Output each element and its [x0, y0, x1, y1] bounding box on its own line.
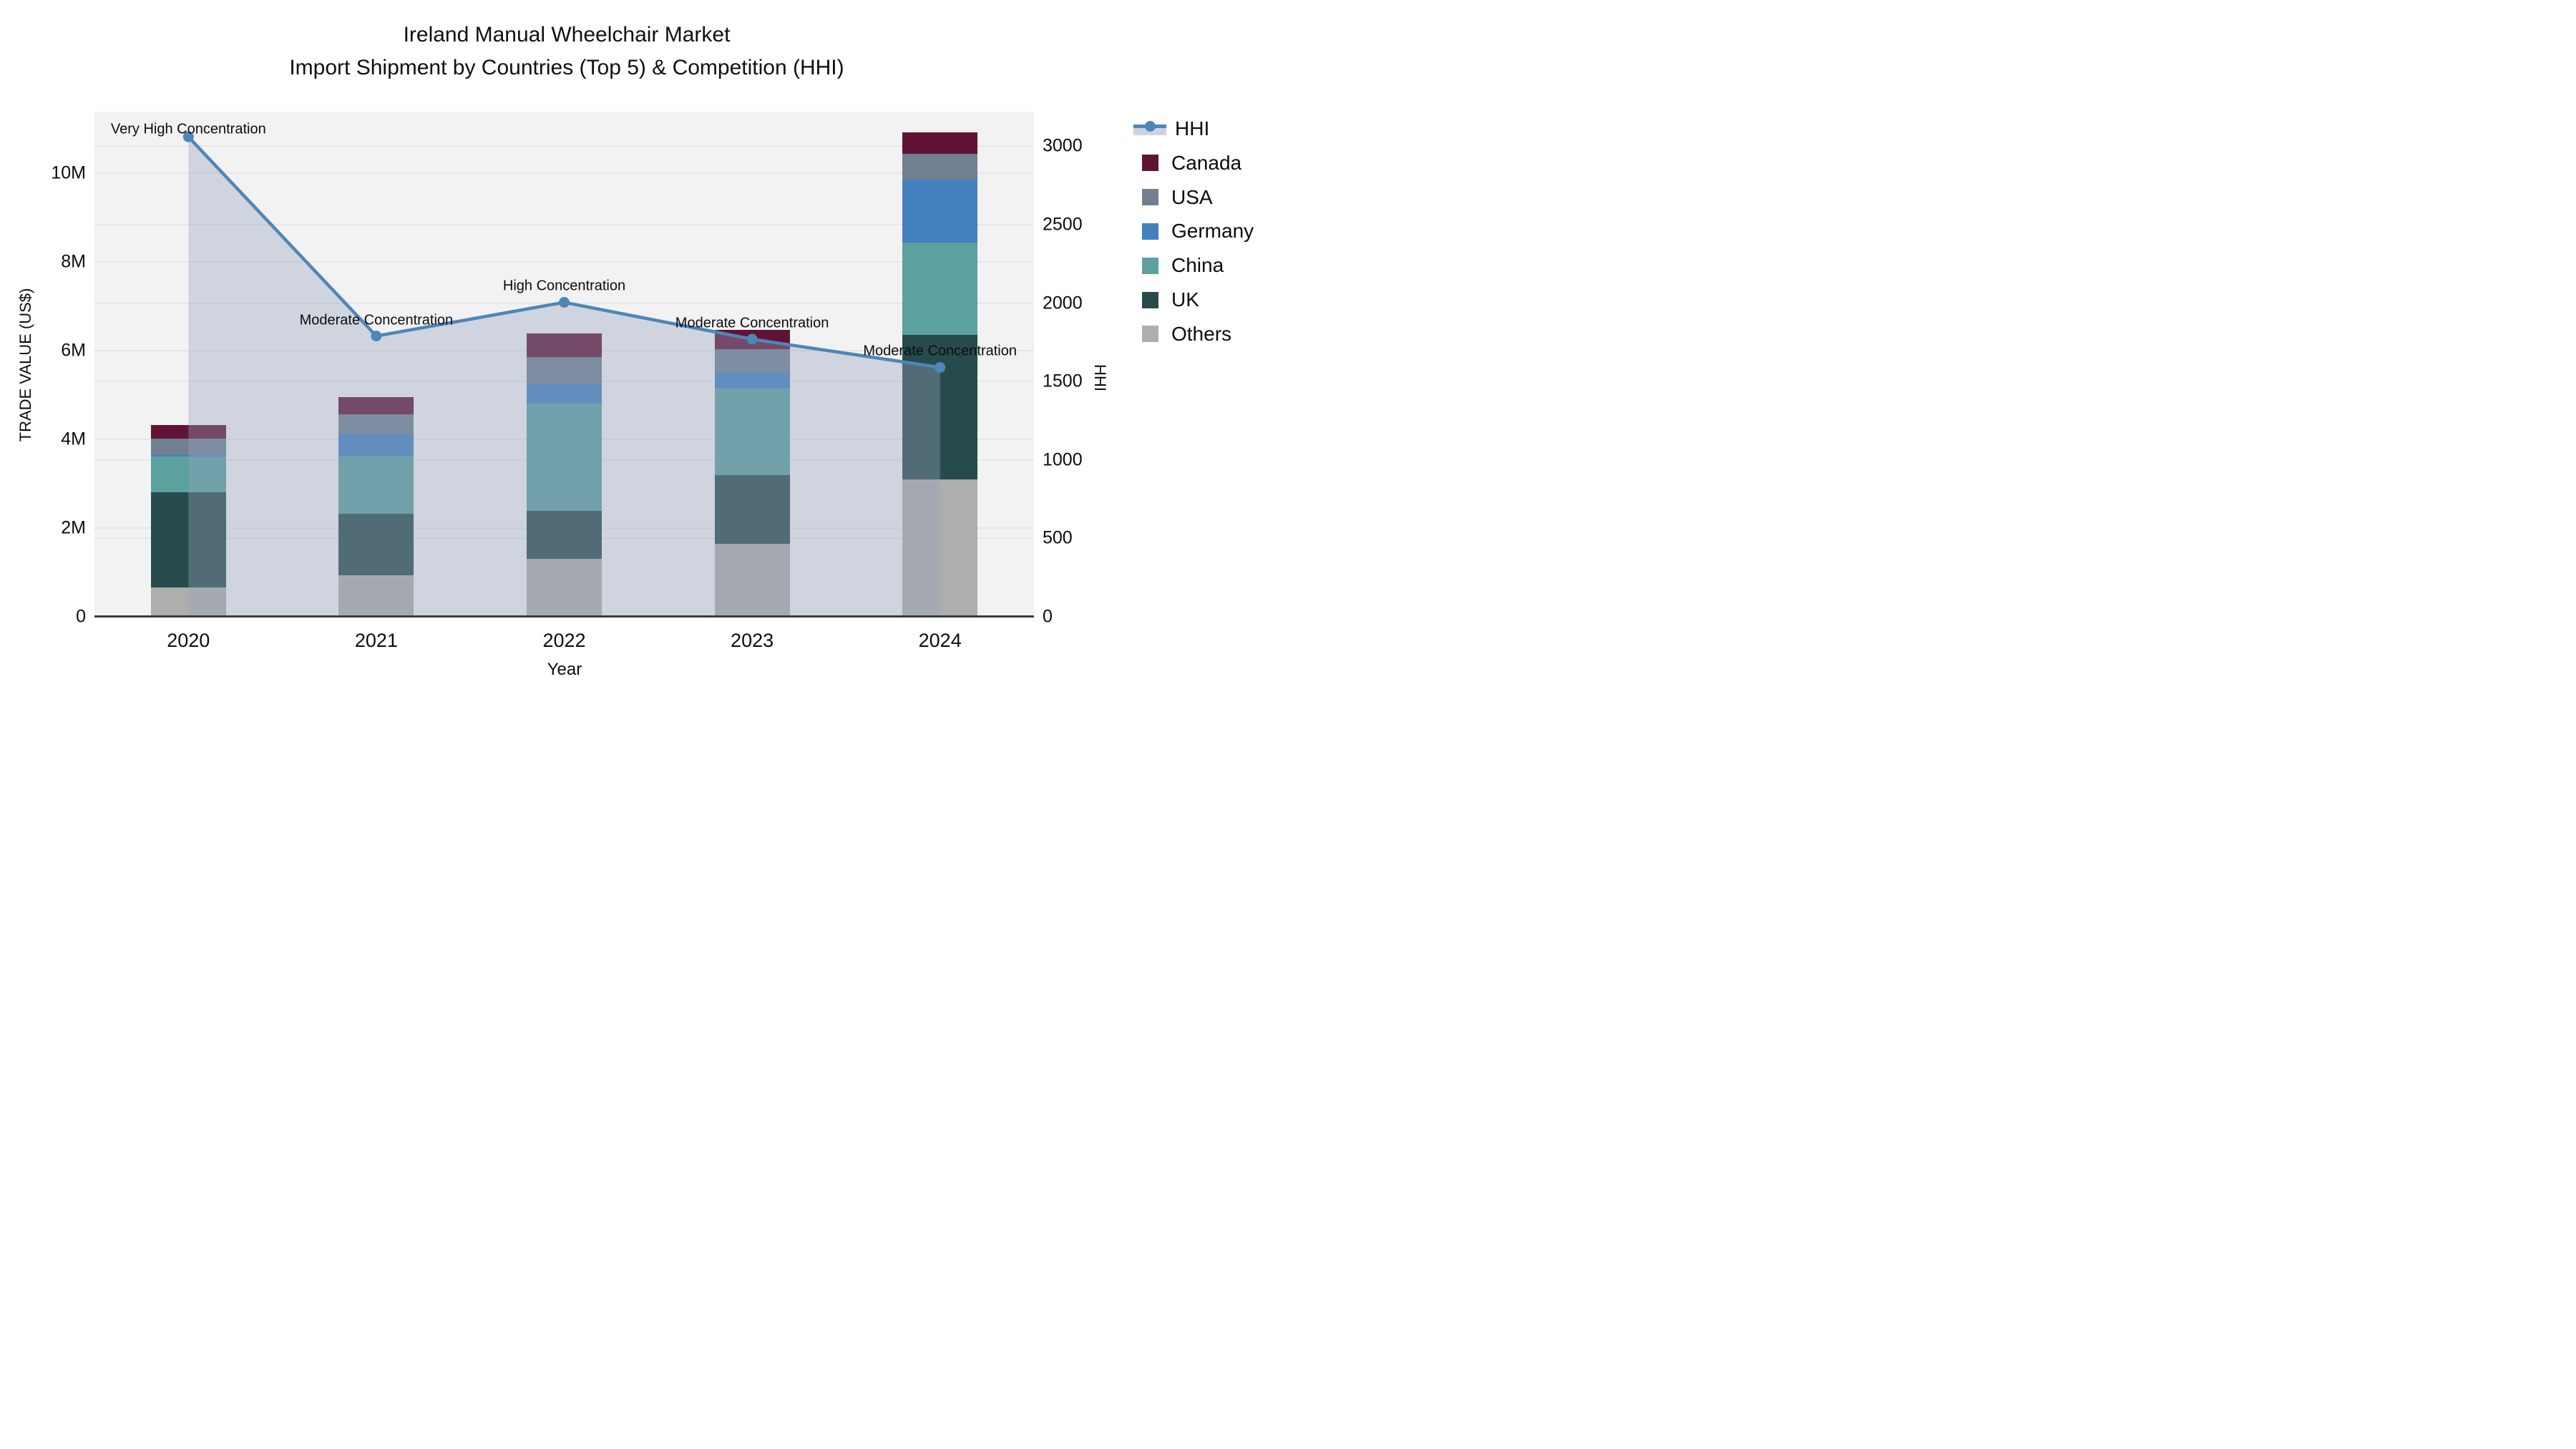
y-tick-left-2M: 2M — [61, 517, 86, 538]
legend-label-uk: UK — [1171, 288, 1199, 311]
bar-2024-usa — [902, 154, 978, 180]
annotation-2022: High Concentration — [502, 278, 626, 293]
bar-2021-usa — [338, 414, 414, 434]
hhi-line-layer — [182, 131, 946, 617]
bar-2024-others — [902, 479, 978, 617]
x-axis-title: Year — [547, 660, 582, 679]
bar-2023-others — [714, 543, 790, 617]
annotation-2020: Very High Concentration — [110, 121, 266, 137]
legend-item-usa[interactable]: USA — [1142, 183, 1213, 212]
germany-color-swatch — [1142, 223, 1158, 240]
y-tick-left-0: 0 — [76, 606, 86, 627]
bar-2020-china — [150, 456, 226, 492]
annotation-2023: Moderate Concentration — [675, 315, 829, 331]
bar-2020-germany — [150, 454, 226, 457]
hhi-marker-2020 — [182, 131, 194, 142]
bar-2023-uk — [714, 475, 790, 544]
hhi-line-legend-icon — [1133, 121, 1166, 135]
gridline-trade-10M — [94, 172, 1034, 174]
y-axis-right-title: HHI — [1091, 364, 1109, 391]
chart-figure: Ireland Manual Wheelchair Market Import … — [0, 0, 1288, 725]
bar-2024-uk — [902, 335, 978, 479]
bar-2021-canada — [338, 397, 414, 414]
hhi-marker-2024 — [935, 361, 946, 373]
bar-2024-china — [902, 242, 978, 336]
y-tick-left-8M: 8M — [61, 251, 86, 272]
bar-2021-china — [338, 455, 414, 514]
uk-color-swatch — [1142, 291, 1158, 308]
bar-2021-others — [338, 575, 414, 617]
legend-label-china: China — [1171, 254, 1224, 277]
bar-2022-germany — [527, 384, 602, 404]
others-color-swatch — [1142, 326, 1158, 343]
hhi-marker-sample — [1145, 121, 1156, 132]
bar-2020-canada — [150, 425, 226, 439]
y-tick-right-500: 500 — [1043, 527, 1073, 548]
bar-2023-china — [714, 389, 790, 476]
y-tick-left-6M: 6M — [61, 340, 86, 361]
gridline-trade-8M — [94, 261, 1034, 263]
bar-2020-uk — [150, 492, 226, 588]
legend-item-hhi[interactable]: HHI — [1133, 114, 1210, 143]
bar-2022-canada — [527, 333, 602, 358]
bar-2021-germany — [338, 433, 414, 456]
legend-item-germany[interactable]: Germany — [1142, 217, 1254, 245]
bar-2023-germany — [714, 372, 790, 389]
gridline-hhi-3000 — [94, 145, 1034, 147]
y-tick-right-1500: 1500 — [1043, 371, 1083, 391]
legend-label-germany: Germany — [1171, 220, 1254, 243]
china-color-swatch — [1142, 257, 1158, 274]
chart-title-line1: Ireland Manual Wheelchair Market — [403, 23, 731, 47]
x-axis-line — [94, 615, 1034, 618]
hhi-area-fill — [188, 137, 940, 617]
bar-2022-others — [527, 558, 602, 617]
y-tick-right-2500: 2500 — [1043, 214, 1083, 235]
y-tick-right-3000: 3000 — [1043, 135, 1083, 156]
y-tick-left-4M: 4M — [61, 429, 86, 449]
y-tick-right-2000: 2000 — [1043, 293, 1083, 313]
chart-title-line2: Import Shipment by Countries (Top 5) & C… — [289, 56, 844, 79]
bar-2022-usa — [527, 357, 602, 385]
bar-2024-germany — [902, 179, 978, 243]
bar-2022-uk — [527, 511, 602, 559]
x-tick-2023: 2023 — [731, 630, 774, 651]
usa-color-swatch — [1142, 189, 1158, 206]
y-tick-left-10M: 10M — [51, 162, 86, 183]
canada-color-swatch — [1142, 155, 1158, 172]
hhi-marker-2022 — [559, 297, 570, 308]
legend-item-others[interactable]: Others — [1142, 320, 1231, 348]
y-axis-left-title: TRADE VALUE (US$) — [16, 288, 34, 442]
plot-area: Very High Concentration Moderate Concentr… — [94, 112, 1034, 617]
bar-2022-china — [527, 404, 602, 512]
y-tick-right-0: 0 — [1043, 606, 1053, 627]
bar-2023-usa — [714, 349, 790, 373]
legend-item-uk[interactable]: UK — [1142, 286, 1199, 314]
legend-item-canada[interactable]: Canada — [1142, 149, 1241, 177]
gridline-hhi-2500 — [94, 224, 1034, 225]
bar-2021-uk — [338, 513, 414, 575]
hhi-marker-2021 — [371, 331, 382, 342]
bar-2020-usa — [150, 439, 226, 455]
legend-label-others: Others — [1171, 322, 1232, 345]
legend-item-china[interactable]: China — [1142, 251, 1224, 280]
annotation-2024: Moderate Concentration — [863, 343, 1017, 359]
x-tick-2022: 2022 — [542, 630, 586, 651]
legend-label-usa: USA — [1171, 185, 1213, 208]
hhi-marker-2023 — [746, 333, 758, 345]
x-tick-2024: 2024 — [918, 630, 962, 651]
x-tick-2021: 2021 — [354, 630, 398, 651]
legend-label-canada: Canada — [1171, 151, 1242, 174]
x-tick-2020: 2020 — [167, 630, 210, 651]
y-tick-right-1000: 1000 — [1043, 449, 1083, 470]
bar-2020-others — [150, 587, 226, 617]
annotation-2021: Moderate Concentration — [299, 312, 454, 328]
bar-2024-canada — [902, 132, 978, 155]
legend-label-hhi: HHI — [1175, 117, 1210, 140]
